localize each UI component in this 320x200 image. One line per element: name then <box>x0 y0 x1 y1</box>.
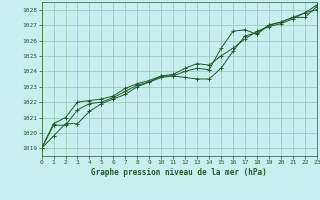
X-axis label: Graphe pression niveau de la mer (hPa): Graphe pression niveau de la mer (hPa) <box>91 168 267 177</box>
